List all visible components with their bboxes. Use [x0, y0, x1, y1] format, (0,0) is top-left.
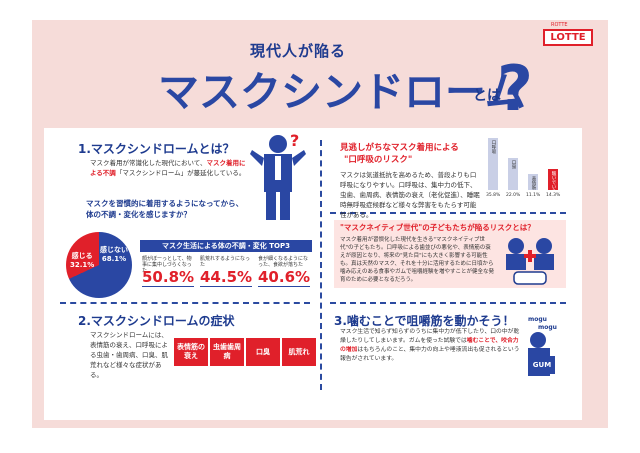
lotte-logo: LOTTE — [543, 29, 593, 46]
bar-value-3: 11.1% — [526, 193, 541, 198]
vertical-divider — [320, 140, 322, 390]
symptom-facial-muscle: 表情筋の衰え — [174, 338, 208, 366]
section1-body-b: 「マスクシンドローム」が蔓延化している。 — [115, 169, 246, 177]
bar-4 — [548, 169, 558, 190]
bar-label-4: 騒いでいる状態 — [551, 171, 556, 203]
svg-text:?: ? — [290, 132, 299, 150]
top3-header: マスク生活による体の不調・変化 TOP3 — [140, 240, 312, 252]
mogu-text-1: mogu — [528, 316, 547, 323]
bar-value-4: 14.3% — [546, 193, 561, 198]
right-divider-bottom — [330, 302, 566, 304]
mouth-breathing-body: マスクは気道抵抗を高めるため、普段よりも口呼吸になりやすい。口呼吸は、集中力の低… — [340, 171, 480, 219]
logo-subtext: ROTTE — [551, 22, 568, 28]
symptom-skin: 肌荒れ — [282, 338, 316, 366]
bar-1 — [488, 138, 498, 190]
title-toha: とは — [473, 88, 501, 104]
pie-no-label: 感じない 68.1% — [100, 246, 128, 263]
bar-label-2: 口臭 — [511, 160, 516, 170]
bar-label-1: 口呼吸 — [491, 140, 496, 154]
pie-yes-label: 感じる 32.1% — [70, 252, 95, 269]
native-gen-body: マスク着用が習慣化した現代を生きる"マスクネイティブ世代"の子どもたち。口呼吸に… — [340, 237, 495, 283]
top3-item-3: 食が細くなるようになった、食欲が落ちた 40.6% — [258, 256, 311, 287]
bar-value-1: 35.8% — [486, 193, 501, 198]
section1-title: 1.マスクシンドロームとは？ — [78, 142, 235, 156]
header-subtitle: 現代人が陥る — [250, 42, 347, 60]
right-divider-top — [330, 212, 566, 214]
section1-body: マスク着用が常識化した現代において、マスク着用による不調「マスクシンドローム」が… — [90, 158, 250, 178]
left-divider — [60, 302, 310, 304]
page-title: マスクシンドローム — [158, 68, 526, 116]
bar-3 — [528, 173, 538, 190]
mouth-breathing-title-2: "口呼吸のリスク" — [344, 155, 413, 165]
native-gen-title: "マスクネイティブ世代"の子どもたちが陥るリスクとは？ — [340, 223, 535, 232]
children-mask-icon — [506, 238, 554, 285]
question-mark-icon: ? — [497, 52, 533, 125]
section3-title: 3.噛むことで咀嚼筋を動かそう！ — [334, 314, 515, 328]
section2-title: 2.マスクシンドロームの症状 — [78, 314, 235, 328]
section2-body: マスクシンドロームには、表情筋の衰え、口呼吸による虫歯・歯周病、口臭、肌荒れなど… — [90, 331, 168, 379]
mouth-breathing-title-1: 見逃しがちなマスク着用による — [340, 143, 459, 153]
top3-item-1: 顔がぼーっとして、物事に集中しづらくなった 50.8% — [142, 256, 195, 287]
gum-box: GUM — [529, 356, 555, 374]
bar-2 — [508, 158, 518, 190]
top3-item-2: 肌荒れするようになった 44.5% — [200, 256, 253, 287]
section1-body-red: マスク着用による不調 — [90, 159, 246, 177]
bar-label-3: 表情筋 — [531, 175, 536, 190]
section1-body-a: マスク着用が常識化した現代において、 — [90, 159, 207, 167]
symptom-cavity: 虫歯歯周病 — [210, 338, 244, 366]
confused-person-icon: ? — [250, 132, 306, 220]
survey-question: マスクを習慣的に着用するようになってから、体の不調・変化を感じますか？ — [86, 199, 244, 219]
bar-value-2: 22.0% — [506, 193, 521, 198]
symptom-bad-breath: 口臭 — [246, 338, 280, 366]
section3-body: マスク生活で知らず知らずのうちに集中力が低下したり、口の中が乾燥したりしてしまい… — [340, 329, 520, 362]
mogu-text-2: mogu — [538, 324, 557, 331]
pie-chart — [66, 232, 132, 298]
